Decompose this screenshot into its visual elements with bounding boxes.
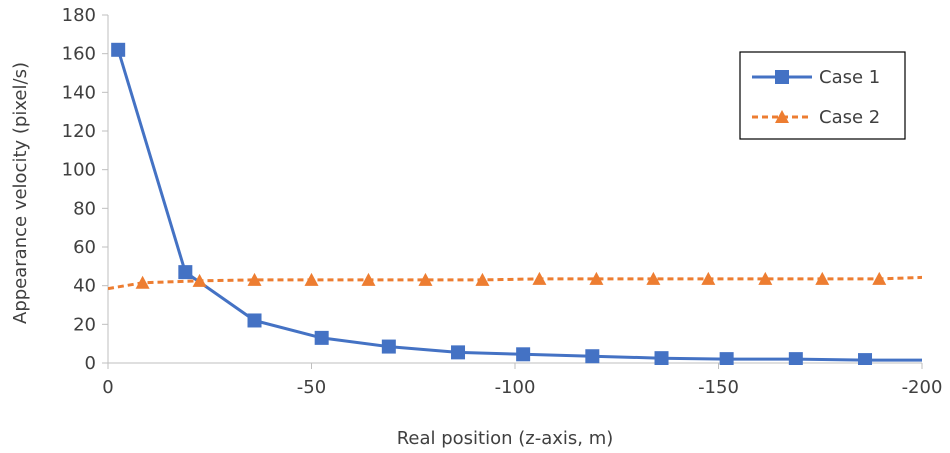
data-point-case-2: [247, 272, 262, 286]
data-point-case-2: [532, 271, 547, 285]
data-point-case-2: [135, 275, 150, 289]
data-point-case-2: [815, 271, 830, 285]
y-tick-label: 180: [62, 5, 96, 26]
y-tick-label: 120: [62, 121, 96, 142]
legend: Case 1 Case 2: [739, 51, 906, 140]
data-point-case-2: [361, 272, 376, 286]
data-point-case-2: [589, 271, 604, 285]
legend-marker-case-1: [775, 70, 789, 84]
y-tick-label: 100: [62, 160, 96, 181]
y-tick-label: 80: [73, 198, 96, 219]
x-tick-label: -150: [698, 377, 739, 398]
data-point-case-1: [719, 352, 734, 365]
y-tick-label: 140: [62, 82, 96, 103]
axes: [102, 14, 923, 369]
x-axis-label: Real position (z-axis, m): [397, 428, 614, 449]
data-point-case-1: [585, 349, 600, 364]
data-point-case-1: [247, 313, 262, 328]
data-point-case-1: [516, 347, 531, 362]
data-point-case-2: [475, 272, 490, 286]
y-tick-label: 40: [73, 276, 96, 297]
data-point-case-1: [788, 352, 803, 365]
data-point-case-2: [304, 272, 319, 286]
data-point-case-2: [758, 271, 773, 285]
data-point-case-2: [192, 273, 207, 287]
data-point-case-1: [654, 351, 669, 365]
data-point-case-2: [418, 272, 433, 286]
legend-label-case-1: Case 1: [819, 67, 880, 88]
x-tick-label: -50: [297, 377, 326, 398]
data-point-case-1: [381, 339, 396, 354]
data-point-case-2: [646, 271, 661, 285]
y-tick-label: 0: [85, 353, 96, 374]
tick-labels: 0 20 40 60 80 100 120 140 160 180 0 -50 -100 -150 -200: [62, 5, 943, 398]
legend-marker-case-2: [775, 110, 789, 123]
data-point-case-2: [872, 271, 887, 285]
x-tick-label: -200: [902, 377, 943, 398]
data-point-case-1: [111, 42, 126, 57]
y-axis-label: Appearance velocity (pixel/s): [10, 62, 31, 324]
data-point-case-2: [701, 271, 716, 285]
data-point-case-1: [858, 353, 873, 365]
series-group: [108, 42, 922, 365]
x-tick-label: -100: [495, 377, 536, 398]
series-line-case-2: [108, 275, 922, 291]
y-tick-label: 60: [73, 237, 96, 258]
data-point-case-1: [314, 330, 329, 345]
y-tick-label: 160: [62, 44, 96, 65]
data-point-case-1: [451, 345, 466, 360]
legend-label-case-2: Case 2: [819, 107, 880, 128]
y-tick-label: 20: [73, 314, 96, 335]
x-tick-label: 0: [102, 377, 113, 398]
data-point-case-1: [178, 265, 193, 280]
legend-box: [739, 51, 906, 140]
